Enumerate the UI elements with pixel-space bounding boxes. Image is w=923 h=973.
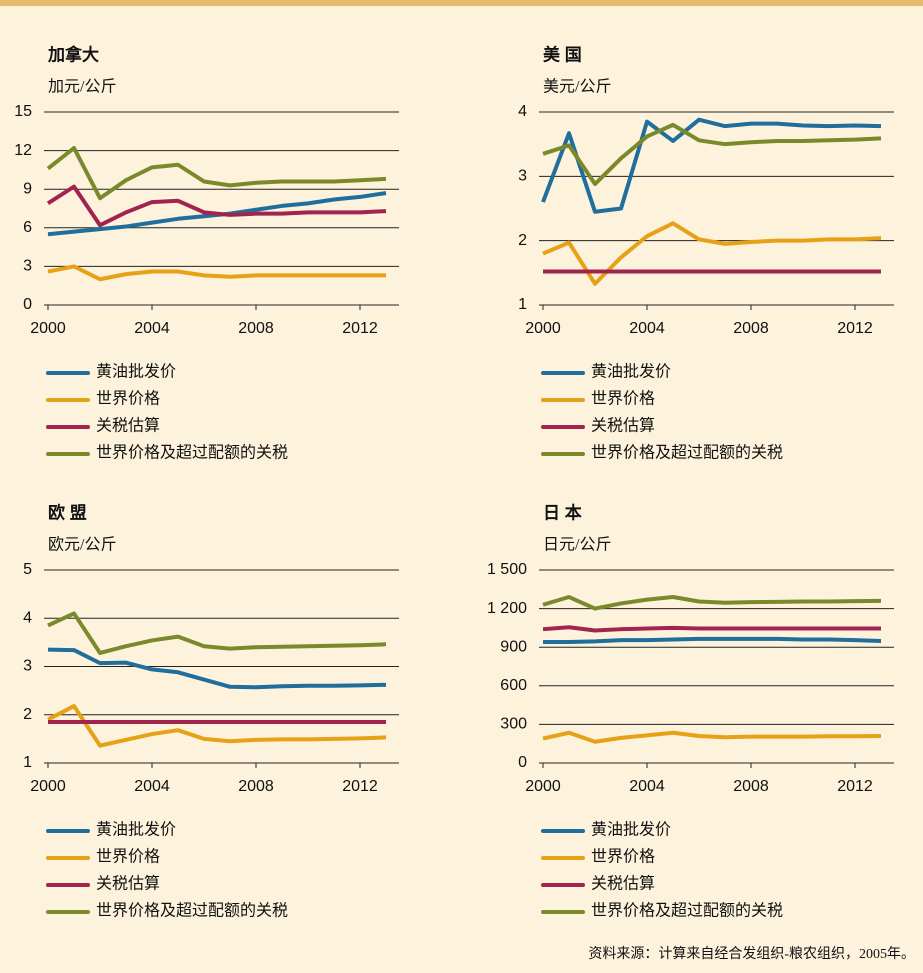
y-tick-label: 2	[23, 706, 32, 723]
series-line	[46, 184, 387, 228]
y-tick-label: 1	[23, 754, 32, 771]
legend-label: 世界价格	[591, 848, 655, 866]
legend-label: 黄油批发价	[96, 363, 176, 381]
chart-title: 日 本	[543, 502, 582, 522]
y-tick-label: 5	[23, 561, 32, 578]
x-tick-label: 2000	[525, 778, 561, 795]
x-tick-label: 2012	[837, 320, 873, 337]
y-axis-label: 加元/公斤	[48, 78, 116, 96]
x-tick-label: 2012	[837, 778, 873, 795]
legend-label: 世界价格及超过配额的关税	[96, 902, 288, 920]
legend-label: 黄油批发价	[96, 821, 176, 839]
source-note: 资料来源：计算来自经合发组织-粮农组织，2005年。	[588, 946, 915, 962]
x-tick-label: 2008	[733, 778, 769, 795]
x-tick-label: 2004	[629, 778, 665, 795]
y-tick-label: 12	[14, 142, 32, 159]
legend-label: 黄油批发价	[591, 363, 671, 381]
legend-label: 世界价格	[96, 390, 160, 408]
legend-label: 世界价格	[96, 848, 160, 866]
x-tick-label: 2004	[134, 320, 170, 337]
x-tick-label: 2012	[342, 778, 378, 795]
y-tick-label: 600	[500, 677, 527, 694]
y-tick-label: 9	[23, 180, 32, 197]
x-tick-label: 2004	[134, 778, 170, 795]
y-tick-label: 1 200	[487, 600, 527, 617]
top-bar	[0, 0, 923, 6]
legend-label: 世界价格及超过配额的关税	[96, 444, 288, 462]
series-line	[46, 146, 387, 201]
legend-label: 关税估算	[96, 874, 160, 893]
y-tick-label: 1 500	[487, 561, 527, 578]
chart-title: 欧 盟	[48, 502, 87, 522]
x-tick-label: 2000	[30, 320, 66, 337]
y-axis-label: 日元/公斤	[543, 536, 611, 554]
y-tick-label: 15	[14, 103, 32, 120]
y-tick-label: 1	[518, 296, 527, 313]
y-tick-label: 3	[518, 168, 527, 185]
series-line	[47, 647, 387, 690]
y-tick-label: 900	[500, 638, 527, 655]
y-tick-label: 6	[23, 219, 32, 236]
series-line	[542, 122, 882, 187]
y-tick-label: 0	[518, 754, 527, 771]
chart-title: 美 国	[543, 44, 582, 64]
series-line	[47, 611, 387, 655]
legend-label: 世界价格	[591, 390, 655, 408]
y-axis-label: 欧元/公斤	[48, 536, 116, 554]
legend-label: 世界价格及超过配额的关税	[591, 444, 783, 462]
series-line	[542, 595, 882, 611]
legend-label: 关税估算	[591, 874, 655, 893]
x-tick-label: 2004	[629, 320, 665, 337]
chart-title: 加拿大	[47, 44, 99, 64]
series-line	[543, 636, 882, 645]
x-tick-label: 2000	[525, 320, 561, 337]
x-tick-label: 2012	[342, 320, 378, 337]
y-tick-label: 4	[518, 103, 527, 120]
y-axis-label: 美元/公斤	[543, 78, 611, 96]
x-tick-label: 2008	[238, 320, 274, 337]
legend-label: 关税估算	[96, 416, 160, 435]
y-tick-label: 3	[23, 258, 32, 275]
y-tick-label: 4	[23, 609, 32, 626]
y-tick-label: 0	[23, 296, 32, 313]
legend-label: 世界价格及超过配额的关税	[591, 902, 783, 920]
y-tick-label: 2	[518, 232, 527, 249]
x-tick-label: 2008	[733, 320, 769, 337]
y-tick-label: 300	[500, 716, 527, 733]
legend-label: 黄油批发价	[591, 821, 671, 839]
series-line	[47, 704, 387, 748]
series-line	[542, 730, 882, 744]
series-line	[47, 264, 386, 282]
y-tick-label: 3	[23, 658, 32, 675]
series-line	[542, 625, 881, 633]
series-line	[542, 221, 882, 286]
series-line	[541, 117, 882, 214]
x-tick-label: 2008	[238, 778, 274, 795]
x-tick-label: 2000	[30, 778, 66, 795]
legend-label: 关税估算	[591, 416, 655, 435]
